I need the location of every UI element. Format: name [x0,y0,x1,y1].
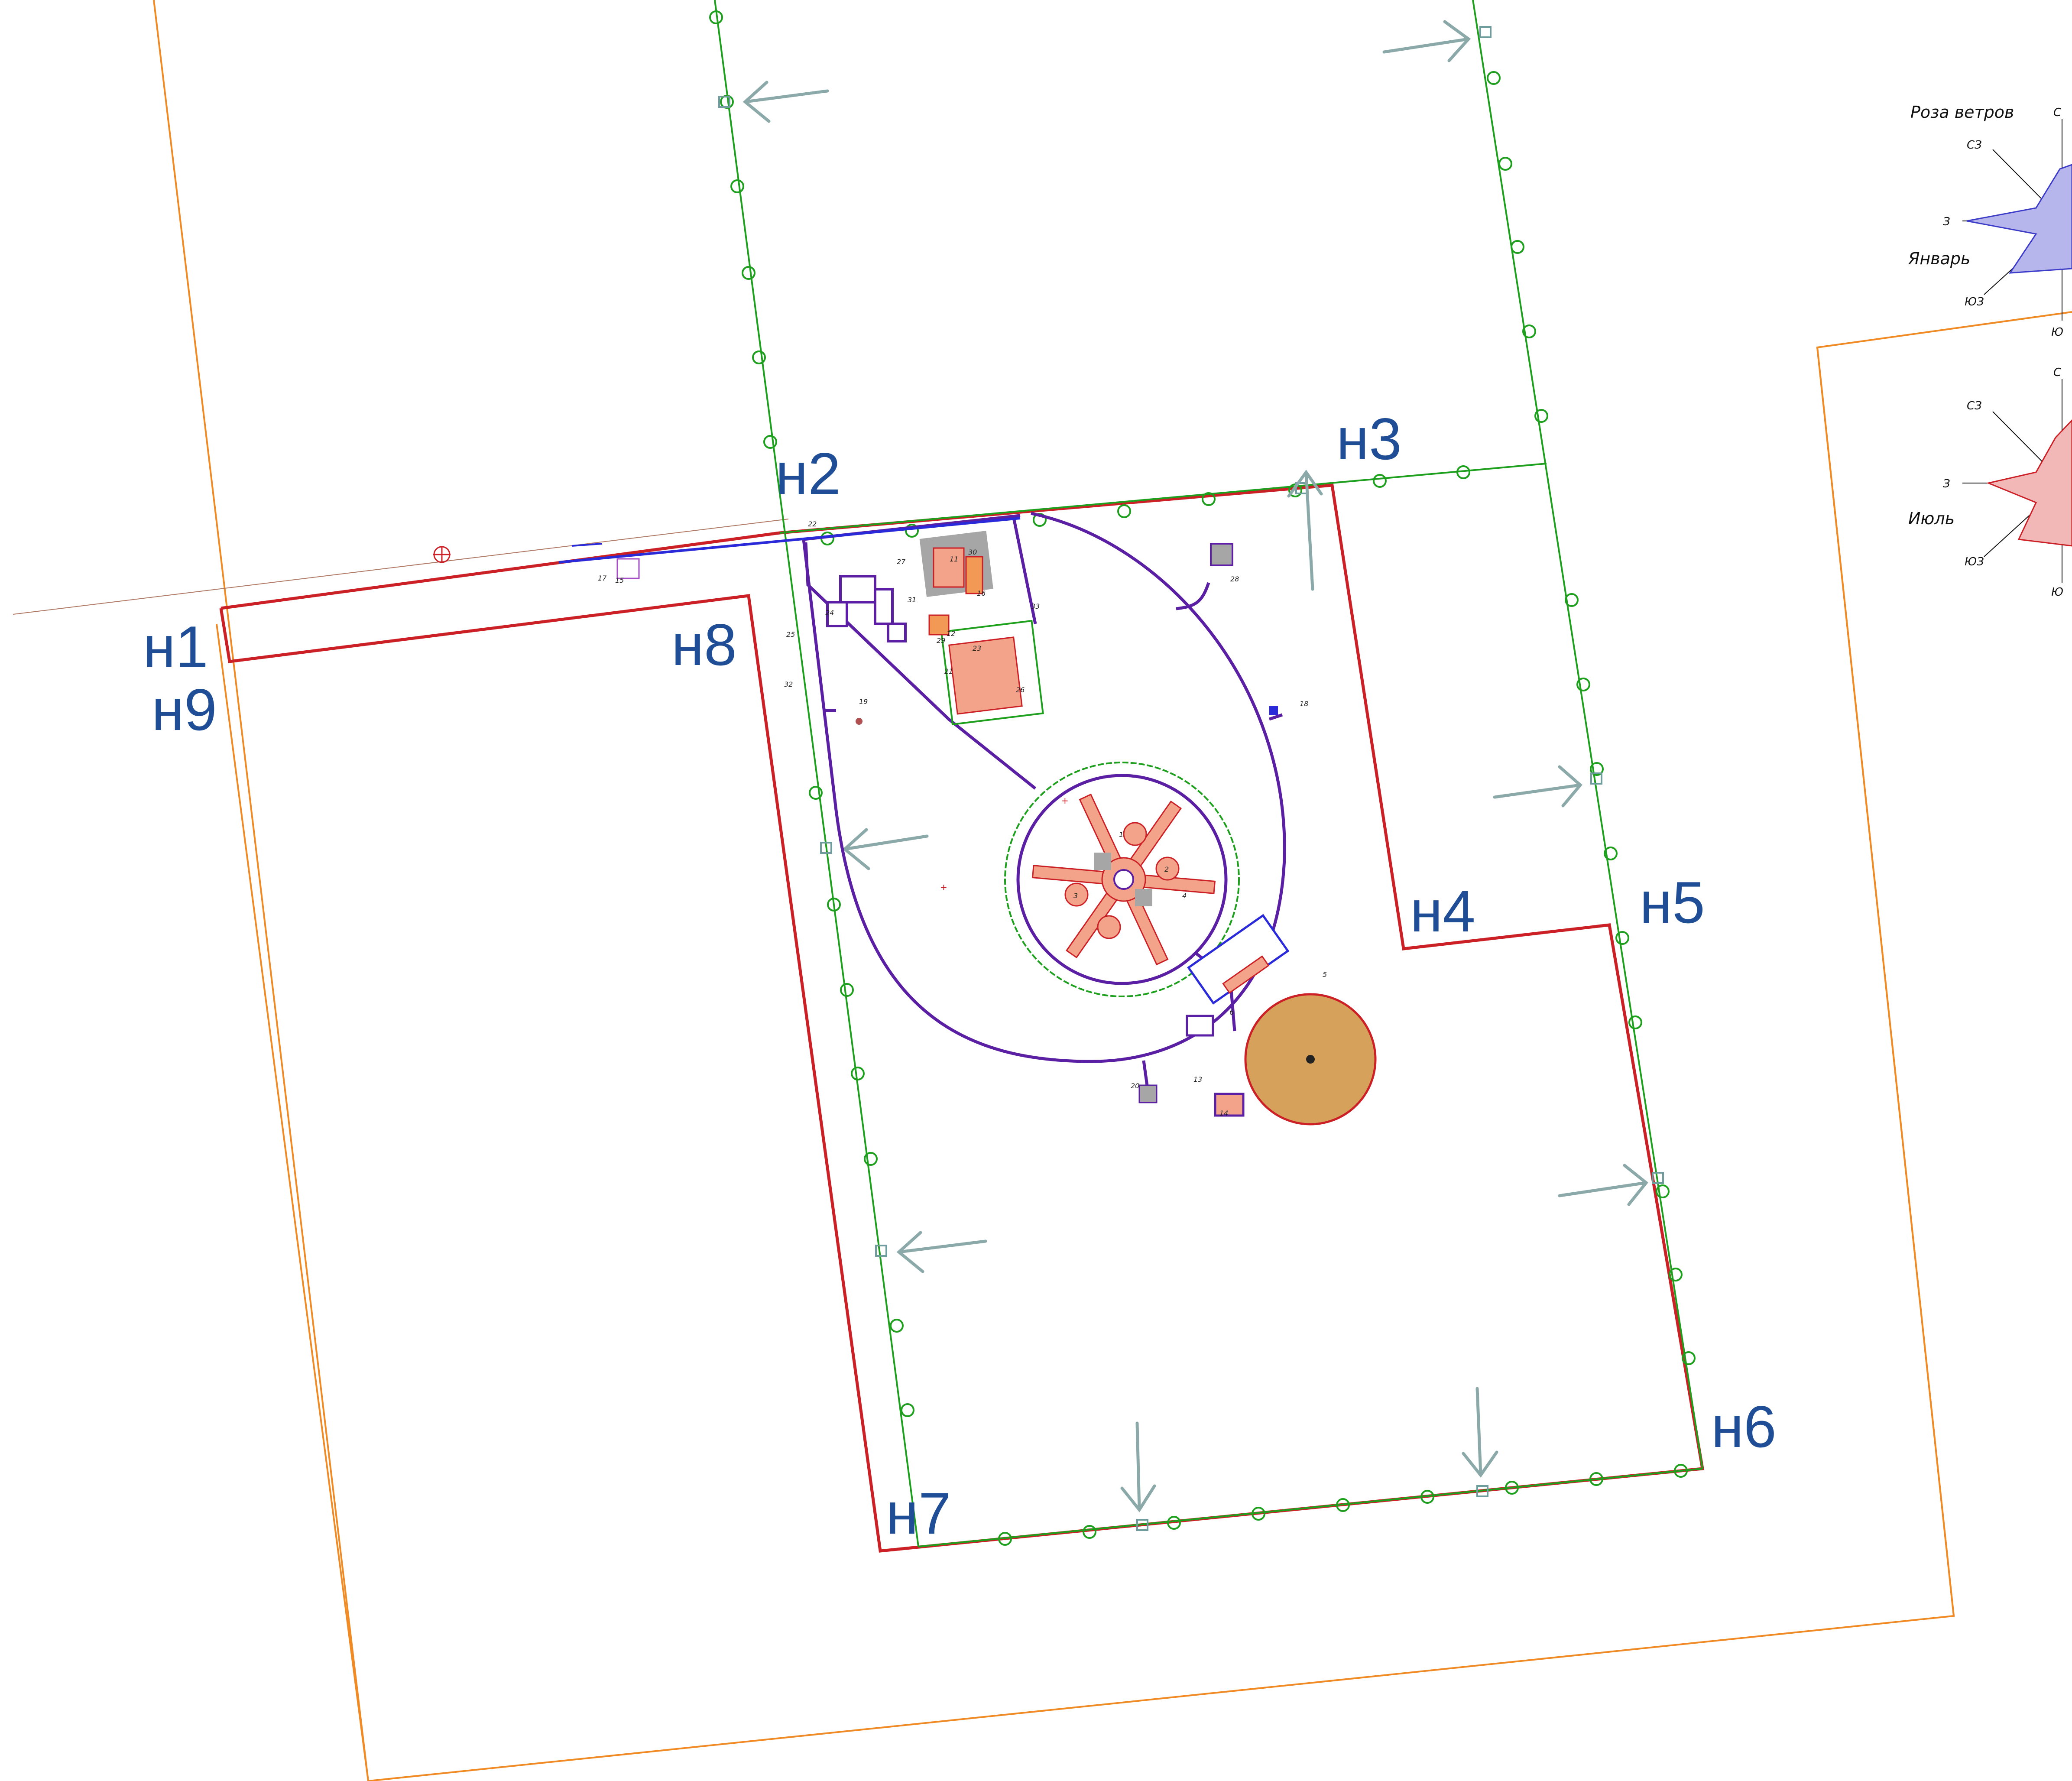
water-main-branch [571,543,603,547]
facility-numbers: 1 2 3 4 5 6 11 12 13 14 15 16 17 18 19 2… [598,520,1327,1117]
label-13: 13 [1193,1075,1202,1084]
label-15: 15 [615,576,624,584]
wind-rose-january-label: Январь [1908,249,1970,268]
dir-s-jul: Ю [2051,586,2063,599]
point-n3: н3 [1336,406,1402,472]
label-27: 27 [897,558,906,566]
label-22: 22 [808,520,817,528]
label-2: 2 [1164,865,1169,873]
label-4: 4 [1182,892,1187,900]
building-cluster-north [826,531,1278,715]
point-n6: н6 [1711,1394,1777,1460]
point-n8: н8 [671,612,737,678]
point-n4: н4 [1410,878,1475,944]
label-32: 32 [784,680,793,688]
label-23: 23 [973,644,981,652]
storage-center [1306,1055,1315,1064]
radial-building [1031,793,1216,966]
reference-line [13,519,789,615]
small-markers: + + [433,546,1069,892]
label-24: 24 [825,609,834,617]
dir-sw-jul: ЮЗ [1965,555,1984,568]
label-1: 1 [1119,830,1123,839]
boundary-point-labels: н1 н9 н2 н8 н3 н4 н5 н6 н7 [143,406,1777,1546]
label-18: 18 [1300,700,1308,708]
svg-text:+: + [1061,795,1069,806]
dir-n-jan: С [2053,106,2062,119]
fence-posts [709,10,1696,1546]
wind-rose-july-label: Июль [1908,509,1955,528]
fence-lines [714,0,1703,1547]
dir-nw-jan: СЗ [1967,139,1982,152]
outer-boundary-west [153,0,369,1781]
label-11: 11 [950,555,958,563]
label-31: 31 [908,596,916,604]
label-6: 6 [1229,1008,1234,1016]
label-19: 19 [859,697,868,706]
label-30: 30 [968,548,977,556]
land-boundary [219,483,1705,1553]
label-12: 12 [947,629,955,638]
dir-w-jan: З [1943,215,1950,228]
label-33: 33 [1031,602,1040,610]
label-20: 20 [1131,1082,1139,1090]
label-5: 5 [1323,970,1327,979]
point-n2: н2 [775,441,841,506]
label-16: 16 [977,589,986,597]
wind-rose-january: Роза ветров Январь С СЗ З ЮЗ Ю [1908,103,2072,339]
dir-sw-jan: ЮЗ [1965,295,1984,308]
point-n1: н1 [143,614,208,680]
svg-text:+: + [940,882,947,892]
label-3: 3 [1073,892,1078,900]
dir-w-jul: З [1943,477,1950,490]
dir-nw-jul: СЗ [1967,399,1982,412]
dir-n-jul: С [2053,366,2062,379]
point-n7: н7 [886,1480,951,1546]
label-21: 21 [944,667,953,675]
point-n5: н5 [1640,869,1705,935]
outer-boundary-main [216,311,2072,1781]
label-29: 29 [937,636,945,645]
green-enclosure [940,620,1044,726]
water-main [558,517,1021,564]
dir-s-jan: Ю [2051,326,2063,339]
label-17: 17 [598,574,607,582]
direction-arrows [743,20,1648,1513]
wind-rose-title: Роза ветров [1910,103,2014,122]
label-28: 28 [1230,575,1239,583]
green-ring [1004,762,1240,997]
building-cluster-southeast [1138,914,1290,1117]
label-26: 26 [1016,686,1025,694]
wind-rose-july: Июль С СЗ З ЮЗ Ю [1908,366,2072,599]
label-14: 14 [1219,1109,1228,1117]
label-25: 25 [786,630,795,639]
outer-boundary-right [1816,347,1955,1616]
point-n9: н9 [152,677,217,743]
